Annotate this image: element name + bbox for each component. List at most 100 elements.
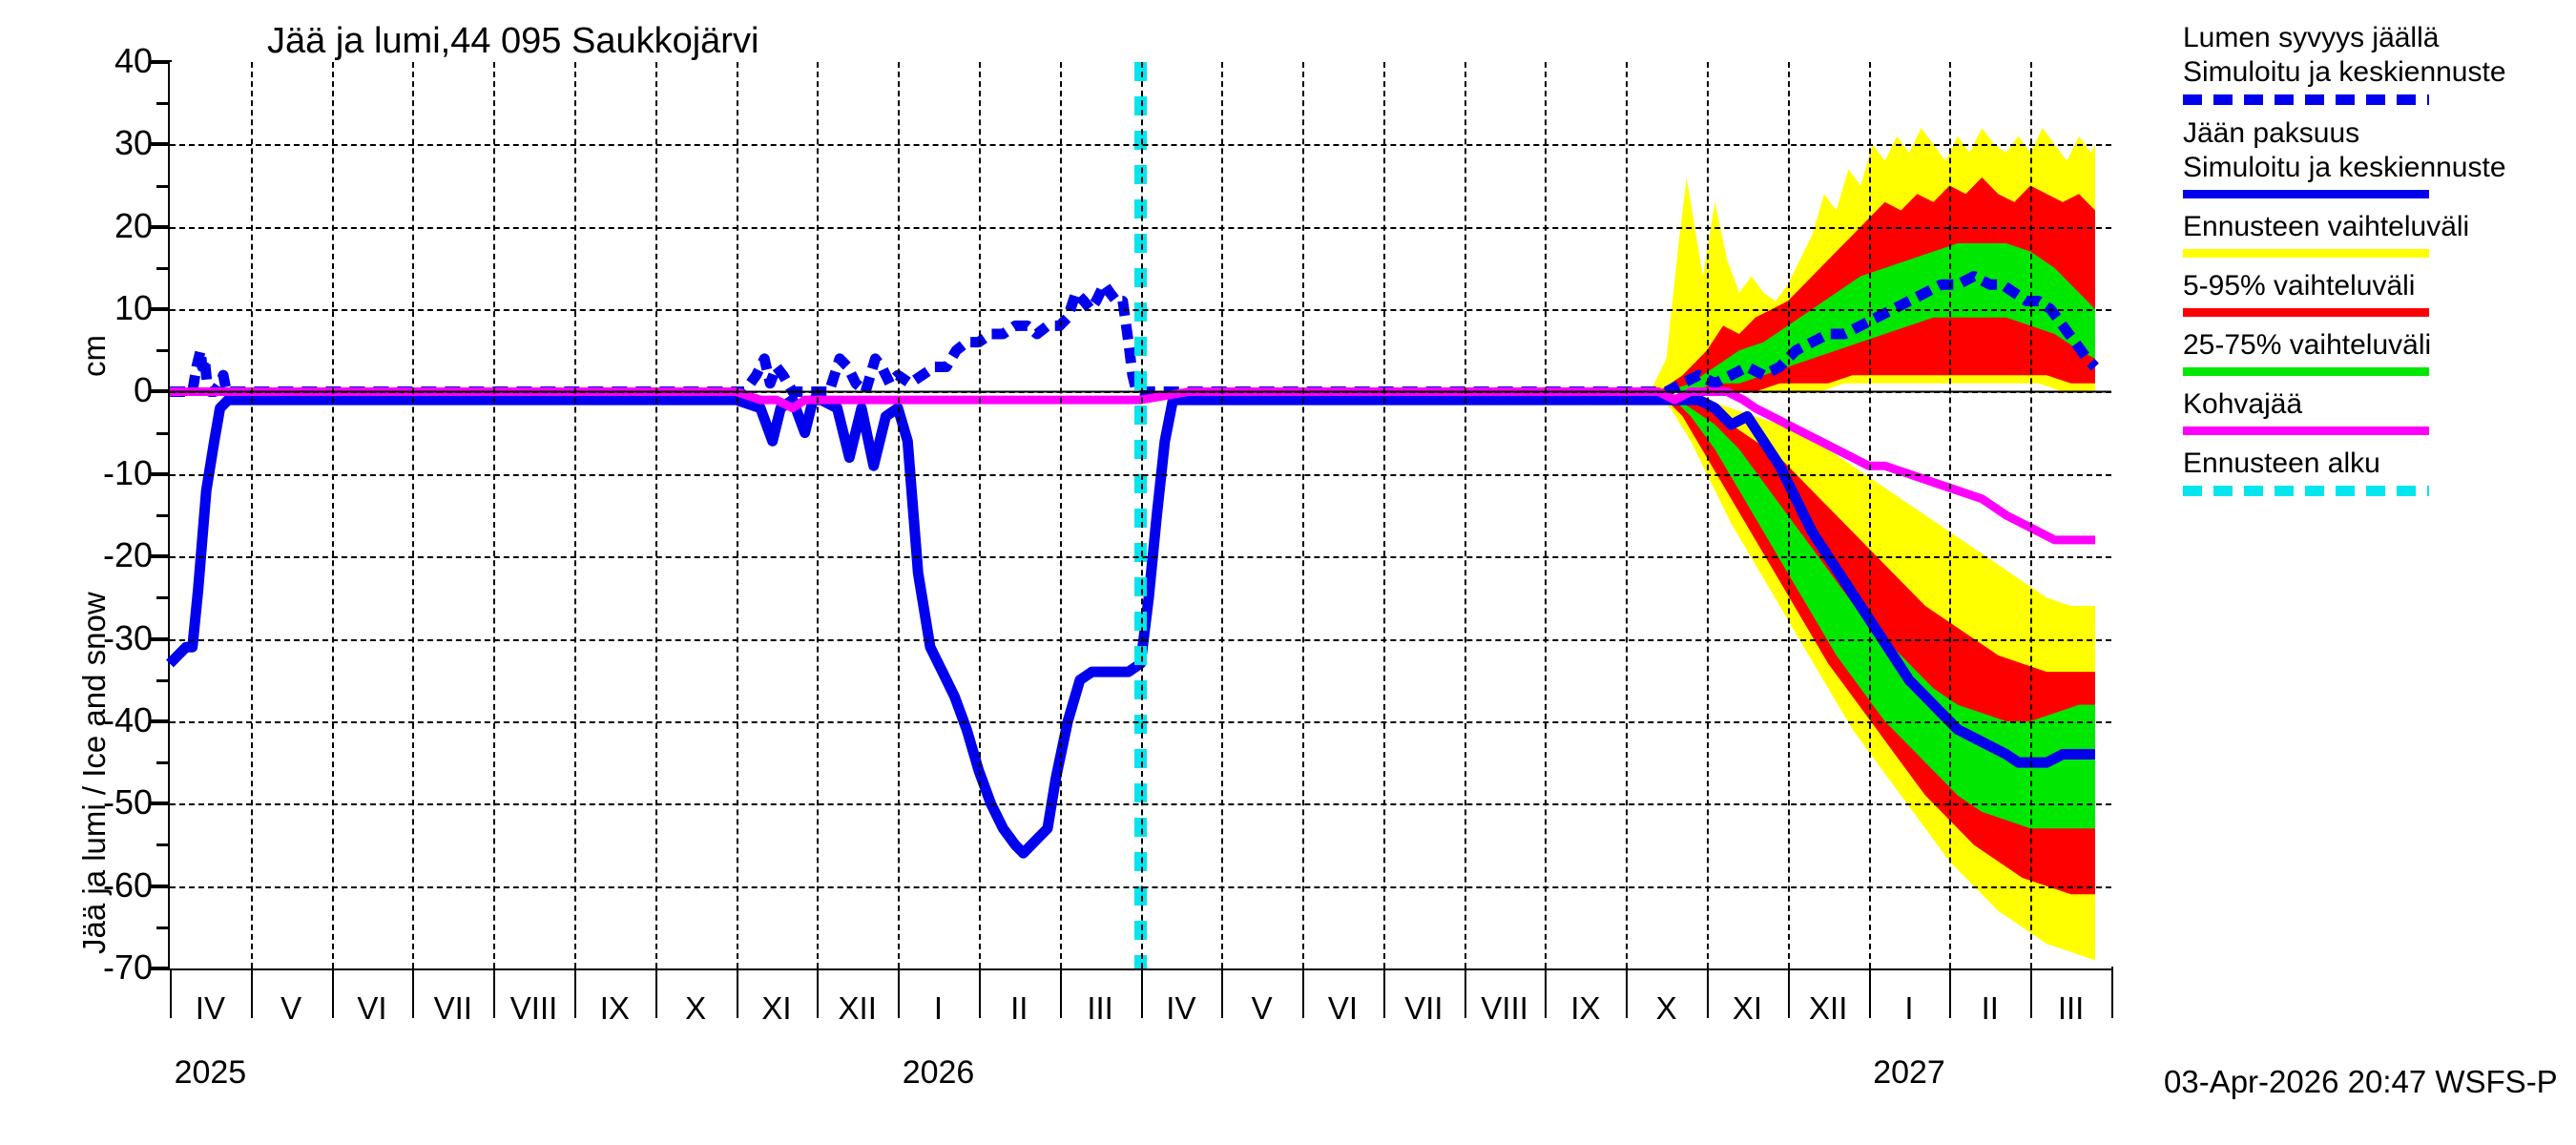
x-tick-label: VII: [1404, 990, 1444, 1026]
y-tick-label: -10: [102, 452, 153, 492]
grid-line-vertical: [736, 62, 738, 968]
legend-entry: 25-75% vaihteluväli: [2183, 328, 2565, 376]
grid-line-vertical: [654, 62, 657, 968]
x-tick-label: XI: [761, 990, 792, 1026]
grid-line-vertical: [1787, 62, 1790, 968]
x-tick-label: XII: [838, 990, 877, 1026]
x-tick-label: XII: [1809, 990, 1848, 1026]
x-tick-label: II: [1981, 990, 1999, 1026]
x-axis-tick: [1140, 970, 1143, 1018]
legend-entry: Ennusteen vaihteluväli: [2183, 210, 2565, 258]
y-axis-minor-tick: [156, 678, 170, 682]
grid-line-vertical: [1059, 62, 1062, 968]
y-axis-minor-tick: [156, 926, 170, 929]
x-axis-tick: [898, 970, 901, 1018]
legend-swatch: [2183, 427, 2429, 435]
x-axis-tick: [1059, 970, 1062, 1018]
x-axis-tick: [412, 970, 415, 1018]
y-tick-label: 10: [114, 288, 153, 328]
x-axis-year-label: 2026: [902, 1054, 975, 1091]
legend-subtitle: Simuloitu ja keskiennuste: [2183, 152, 2506, 183]
legend-swatch: [2183, 486, 2429, 496]
legend-title: 25-75% vaihteluväli: [2183, 329, 2432, 361]
x-axis-tick: [817, 970, 820, 1018]
y-axis-tick: [149, 636, 170, 641]
grid-line-vertical: [573, 62, 576, 968]
y-tick-label: -70: [102, 947, 153, 987]
x-tick-label: I: [1904, 990, 1914, 1026]
y-axis-tick: [149, 60, 170, 64]
legend-entry: Lumen syvyys jäällä Simuloitu ja keskienn…: [2183, 21, 2565, 105]
y-axis-minor-tick: [156, 761, 170, 765]
y-axis-minor-tick: [156, 843, 170, 847]
y-axis-tick: [149, 224, 170, 229]
x-axis-tick: [493, 970, 496, 1018]
x-tick-label: X: [685, 990, 707, 1026]
grid-line-vertical: [412, 62, 415, 968]
y-tick-label: 20: [114, 205, 153, 245]
x-axis-tick: [2030, 970, 2033, 1018]
legend-title: Jään paksuus: [2183, 117, 2360, 149]
y-axis-tick: [149, 718, 170, 723]
legend-entry: 5-95% vaihteluväli: [2183, 269, 2565, 317]
x-axis-tick: [1221, 970, 1224, 1018]
y-axis-tick: [149, 142, 170, 147]
legend-subtitle: Simuloitu ja keskiennuste: [2183, 56, 2506, 88]
legend-entry: Jään paksuus Simuloitu ja keskiennuste: [2183, 116, 2565, 198]
grid-line-vertical: [817, 62, 820, 968]
x-axis-tick: [1868, 970, 1871, 1018]
x-axis-tick: [1949, 970, 1952, 1018]
x-tick-label: VIII: [509, 990, 558, 1026]
y-axis-minor-tick: [156, 596, 170, 600]
grid-line-vertical: [1626, 62, 1629, 968]
grid-line-vertical: [1464, 62, 1466, 968]
legend-title: Kohvajää: [2183, 388, 2303, 420]
x-axis-tick: [978, 970, 981, 1018]
y-axis-minor-tick: [156, 431, 170, 435]
legend-swatch: [2183, 367, 2429, 376]
grid-line-vertical: [1949, 62, 1952, 968]
grid-line-vertical: [978, 62, 981, 968]
y-tick-label: 0: [133, 370, 153, 410]
y-tick-label: -20: [102, 535, 153, 575]
y-tick-label: -40: [102, 699, 153, 739]
x-axis-tick: [2111, 970, 2113, 1018]
legend-swatch: [2183, 94, 2429, 105]
x-axis-tick: [250, 970, 253, 1018]
x-tick-label: IV: [195, 990, 225, 1026]
grid-line-vertical: [1221, 62, 1224, 968]
y-axis-minor-tick: [156, 514, 170, 517]
grid-line-vertical: [898, 62, 901, 968]
series-dashed-line: [170, 271, 2099, 397]
grid-line-vertical: [493, 62, 496, 968]
x-tick-label: I: [933, 990, 944, 1026]
y-tick-label: 40: [114, 41, 153, 80]
x-axis-tick: [736, 970, 738, 1018]
x-tick-label: IV: [1166, 990, 1196, 1026]
x-axis-year-label: 2027: [1873, 1054, 1945, 1091]
y-axis-tick-labels: 40 30 20 10 0 -10 -20 -30 -40 -50 -60 -70: [0, 0, 153, 1002]
legend-entry: Kohvajää: [2183, 387, 2565, 435]
grid-line-vertical: [1545, 62, 1548, 968]
x-axis-tick: [331, 970, 334, 1018]
series-solid-line: [166, 394, 2095, 859]
page-title: Jää ja lumi,44 095 Saukkojärvi: [267, 21, 759, 61]
x-axis-tick: [170, 970, 172, 1018]
y-axis-minor-tick: [156, 266, 170, 270]
y-axis-minor-tick: [156, 102, 170, 106]
grid-line-vertical: [250, 62, 253, 968]
x-tick-label: III: [2057, 990, 2085, 1026]
grid-line-vertical: [1140, 62, 1143, 968]
x-axis-tick: [654, 970, 657, 1018]
x-axis-tick: [1302, 970, 1305, 1018]
legend-entry: Ennusteen alku: [2183, 447, 2565, 496]
grid-line-vertical: [1382, 62, 1385, 968]
chart-legend: Lumen syvyys jäällä Simuloitu ja keskienn…: [2183, 21, 2565, 508]
grid-line-vertical: [1302, 62, 1305, 968]
grid-line-vertical: [1707, 62, 1710, 968]
grid-line-vertical: [331, 62, 334, 968]
x-tick-label: II: [1010, 990, 1028, 1026]
x-tick-label: VII: [433, 990, 472, 1026]
y-axis-tick: [149, 884, 170, 888]
grid-line-vertical: [1868, 62, 1871, 968]
